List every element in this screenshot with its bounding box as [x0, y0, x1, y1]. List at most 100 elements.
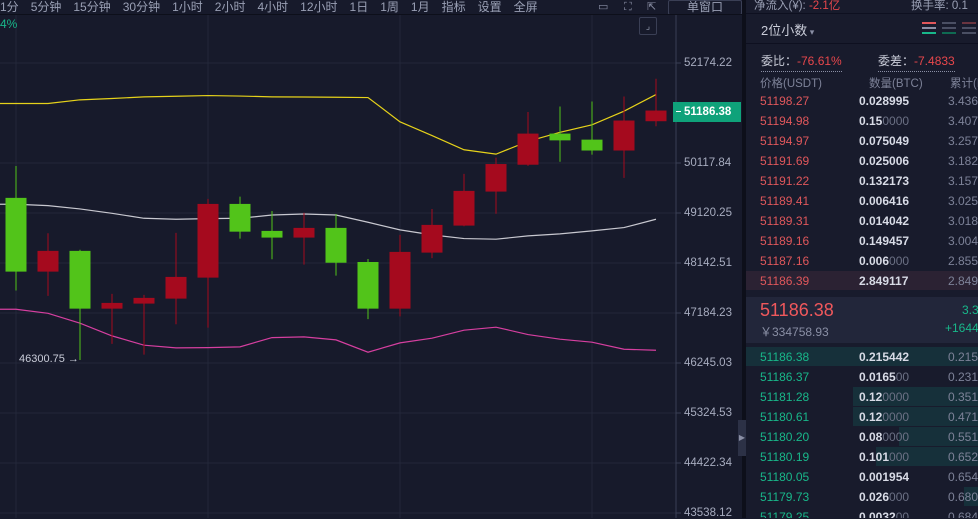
candle-body: [645, 110, 667, 122]
bid-row[interactable]: 51186.38 0.215442 0.215: [746, 347, 978, 367]
order-cum: 2.849: [948, 274, 978, 288]
depth-bar: [746, 271, 978, 290]
fullscreen-icon[interactable]: ⌟: [639, 17, 657, 35]
current-price-block: 51186.38 ￥334758.93 3.3 +1644: [746, 297, 978, 343]
timeframe-tab[interactable]: 1周: [380, 0, 399, 14]
bid-row[interactable]: 51180.61 0.120000 0.471: [746, 407, 978, 427]
order-cum: 3.157: [948, 174, 978, 188]
candle-body: [389, 251, 411, 309]
ask-row[interactable]: 51189.16 0.149457 3.004: [746, 231, 978, 251]
order-cum: 0.684: [948, 510, 978, 518]
order-price: 51186.39: [760, 274, 810, 288]
bid-row[interactable]: 51179.73 0.026000 0.680: [746, 487, 978, 507]
ask-row[interactable]: 51186.39 2.849117 2.849: [746, 271, 978, 291]
ask-row[interactable]: 51187.16 0.006000 2.855: [746, 251, 978, 271]
order-qty: 0.080000: [859, 430, 910, 444]
candle-body: [357, 261, 379, 309]
candle-body: [485, 164, 507, 192]
lower-band-line: [0, 308, 657, 353]
popout-icon[interactable]: ⇱: [647, 1, 657, 13]
order-qty: 0.215442: [859, 350, 910, 364]
order-cum: 0.680: [948, 490, 978, 504]
ask-row[interactable]: 51191.69 0.025006 3.182: [746, 151, 978, 171]
timeframe-tab[interactable]: 15分钟: [73, 0, 111, 14]
timeframe-tab[interactable]: 5分钟: [30, 0, 62, 14]
bid-row[interactable]: 51180.20 0.080000 0.551: [746, 427, 978, 447]
ask-row[interactable]: 51194.97 0.075049 3.257: [746, 131, 978, 151]
bid-row[interactable]: 51179.25 0.003200 0.684: [746, 507, 978, 518]
order-qty: 0.149457: [859, 234, 910, 248]
order-book-panel: 净流入(¥): -2.1亿 换手率: 0.1 2位小数 委比：-76.61% 委…: [746, 0, 978, 518]
timeframe-tab[interactable]: 2小时: [214, 0, 246, 14]
current-price: 51186.38: [760, 300, 834, 320]
order-cum: 3.025: [948, 194, 978, 208]
timeframe-tab[interactable]: 指标: [441, 0, 466, 14]
timeframe-tab[interactable]: 1月: [410, 0, 430, 14]
order-price: 51189.41: [760, 194, 810, 208]
timeframe-tab[interactable]: 1日: [349, 0, 369, 14]
order-qty: 0.001954: [859, 470, 910, 484]
timeframe-tab[interactable]: 设置: [477, 0, 502, 14]
order-qty: 0.016500: [859, 370, 910, 384]
candle-body: [421, 224, 443, 253]
depth-bar: [899, 427, 978, 446]
window-mode-select[interactable]: 单窗口: [668, 0, 742, 14]
order-price: 51191.69: [760, 154, 810, 168]
bid-row[interactable]: 51180.05 0.001954 0.654: [746, 467, 978, 487]
upper-band-line: [0, 94, 657, 155]
layout-bids-icon[interactable]: [942, 22, 956, 34]
bid-row[interactable]: 51181.28 0.120000 0.351: [746, 387, 978, 407]
order-price: 51181.28: [760, 390, 810, 404]
kline-chart[interactable]: 1分 5分钟 15分钟 30分钟 1小时 2小时 4小时 12小时 1日 1周 1月 指标 设置 全屏 ▭…: [0, 0, 746, 519]
axis-tick-label: 43538.12: [684, 507, 732, 519]
axis-tick-label: 49120.25: [684, 206, 732, 219]
order-cum: 0.231: [948, 370, 978, 384]
order-price: 51179.25: [760, 510, 810, 518]
bid-row[interactable]: 51180.19 0.101000 0.652: [746, 447, 978, 467]
axis-tick-label: 48142.51: [684, 256, 732, 269]
change-percent: 4%: [0, 17, 18, 31]
order-qty: 0.120000: [859, 390, 910, 404]
candlestick-plot: [0, 15, 681, 518]
order-qty: 0.003200: [859, 510, 910, 518]
change-amount: +1644: [945, 321, 978, 335]
bid-row[interactable]: 51186.37 0.016500 0.231: [746, 367, 978, 387]
candle-body: [261, 230, 283, 238]
layout-both-icon[interactable]: [922, 22, 936, 34]
expand-icon[interactable]: ⛶: [624, 1, 632, 13]
order-price: 51179.73: [760, 490, 810, 504]
timeframe-tab[interactable]: 4小时: [257, 0, 289, 14]
order-cum: 3.257: [948, 134, 978, 148]
panel-collapse-handle[interactable]: ▶: [738, 420, 746, 456]
timeframe-tab[interactable]: 12小时: [300, 0, 338, 14]
order-cum: 3.407: [948, 114, 978, 128]
camera-icon[interactable]: ▭: [598, 1, 609, 13]
ask-row[interactable]: 51194.98 0.150000 3.407: [746, 111, 978, 131]
candle-body: [133, 297, 155, 304]
timeframe-tab[interactable]: 1小时: [172, 0, 203, 14]
candle-body: [69, 250, 91, 309]
order-price: 51191.22: [760, 174, 810, 188]
order-cum: 0.652: [948, 450, 978, 464]
candle-body: [101, 302, 123, 309]
order-cum: 0.654: [948, 470, 978, 484]
order-cum: 0.351: [948, 390, 978, 404]
axis-tick-label: 50117.84: [684, 157, 732, 169]
timeframe-tab[interactable]: 全屏: [513, 0, 538, 14]
order-qty: 2.849117: [859, 274, 909, 288]
ask-row[interactable]: 51189.31 0.014042 3.018: [746, 211, 978, 231]
ask-row[interactable]: 51189.41 0.006416 3.025: [746, 191, 978, 211]
candle-body: [5, 197, 27, 272]
timeframe-tab[interactable]: 30分钟: [122, 0, 161, 14]
order-cum: 3.436: [948, 94, 978, 108]
timeframe-tab[interactable]: 1分: [0, 0, 19, 14]
ask-row[interactable]: 51191.22 0.132173 3.157: [746, 171, 978, 191]
order-cum: 3.004: [948, 234, 978, 248]
order-price: 51194.97: [760, 134, 810, 148]
ask-row[interactable]: 51198.27 0.028995 3.436: [746, 91, 978, 111]
decimals-select[interactable]: 2位小数: [761, 20, 814, 39]
order-cum: 3.018: [948, 214, 978, 228]
depth-bar: [875, 447, 978, 466]
candle-body: [613, 120, 635, 151]
layout-asks-icon[interactable]: [962, 22, 976, 34]
